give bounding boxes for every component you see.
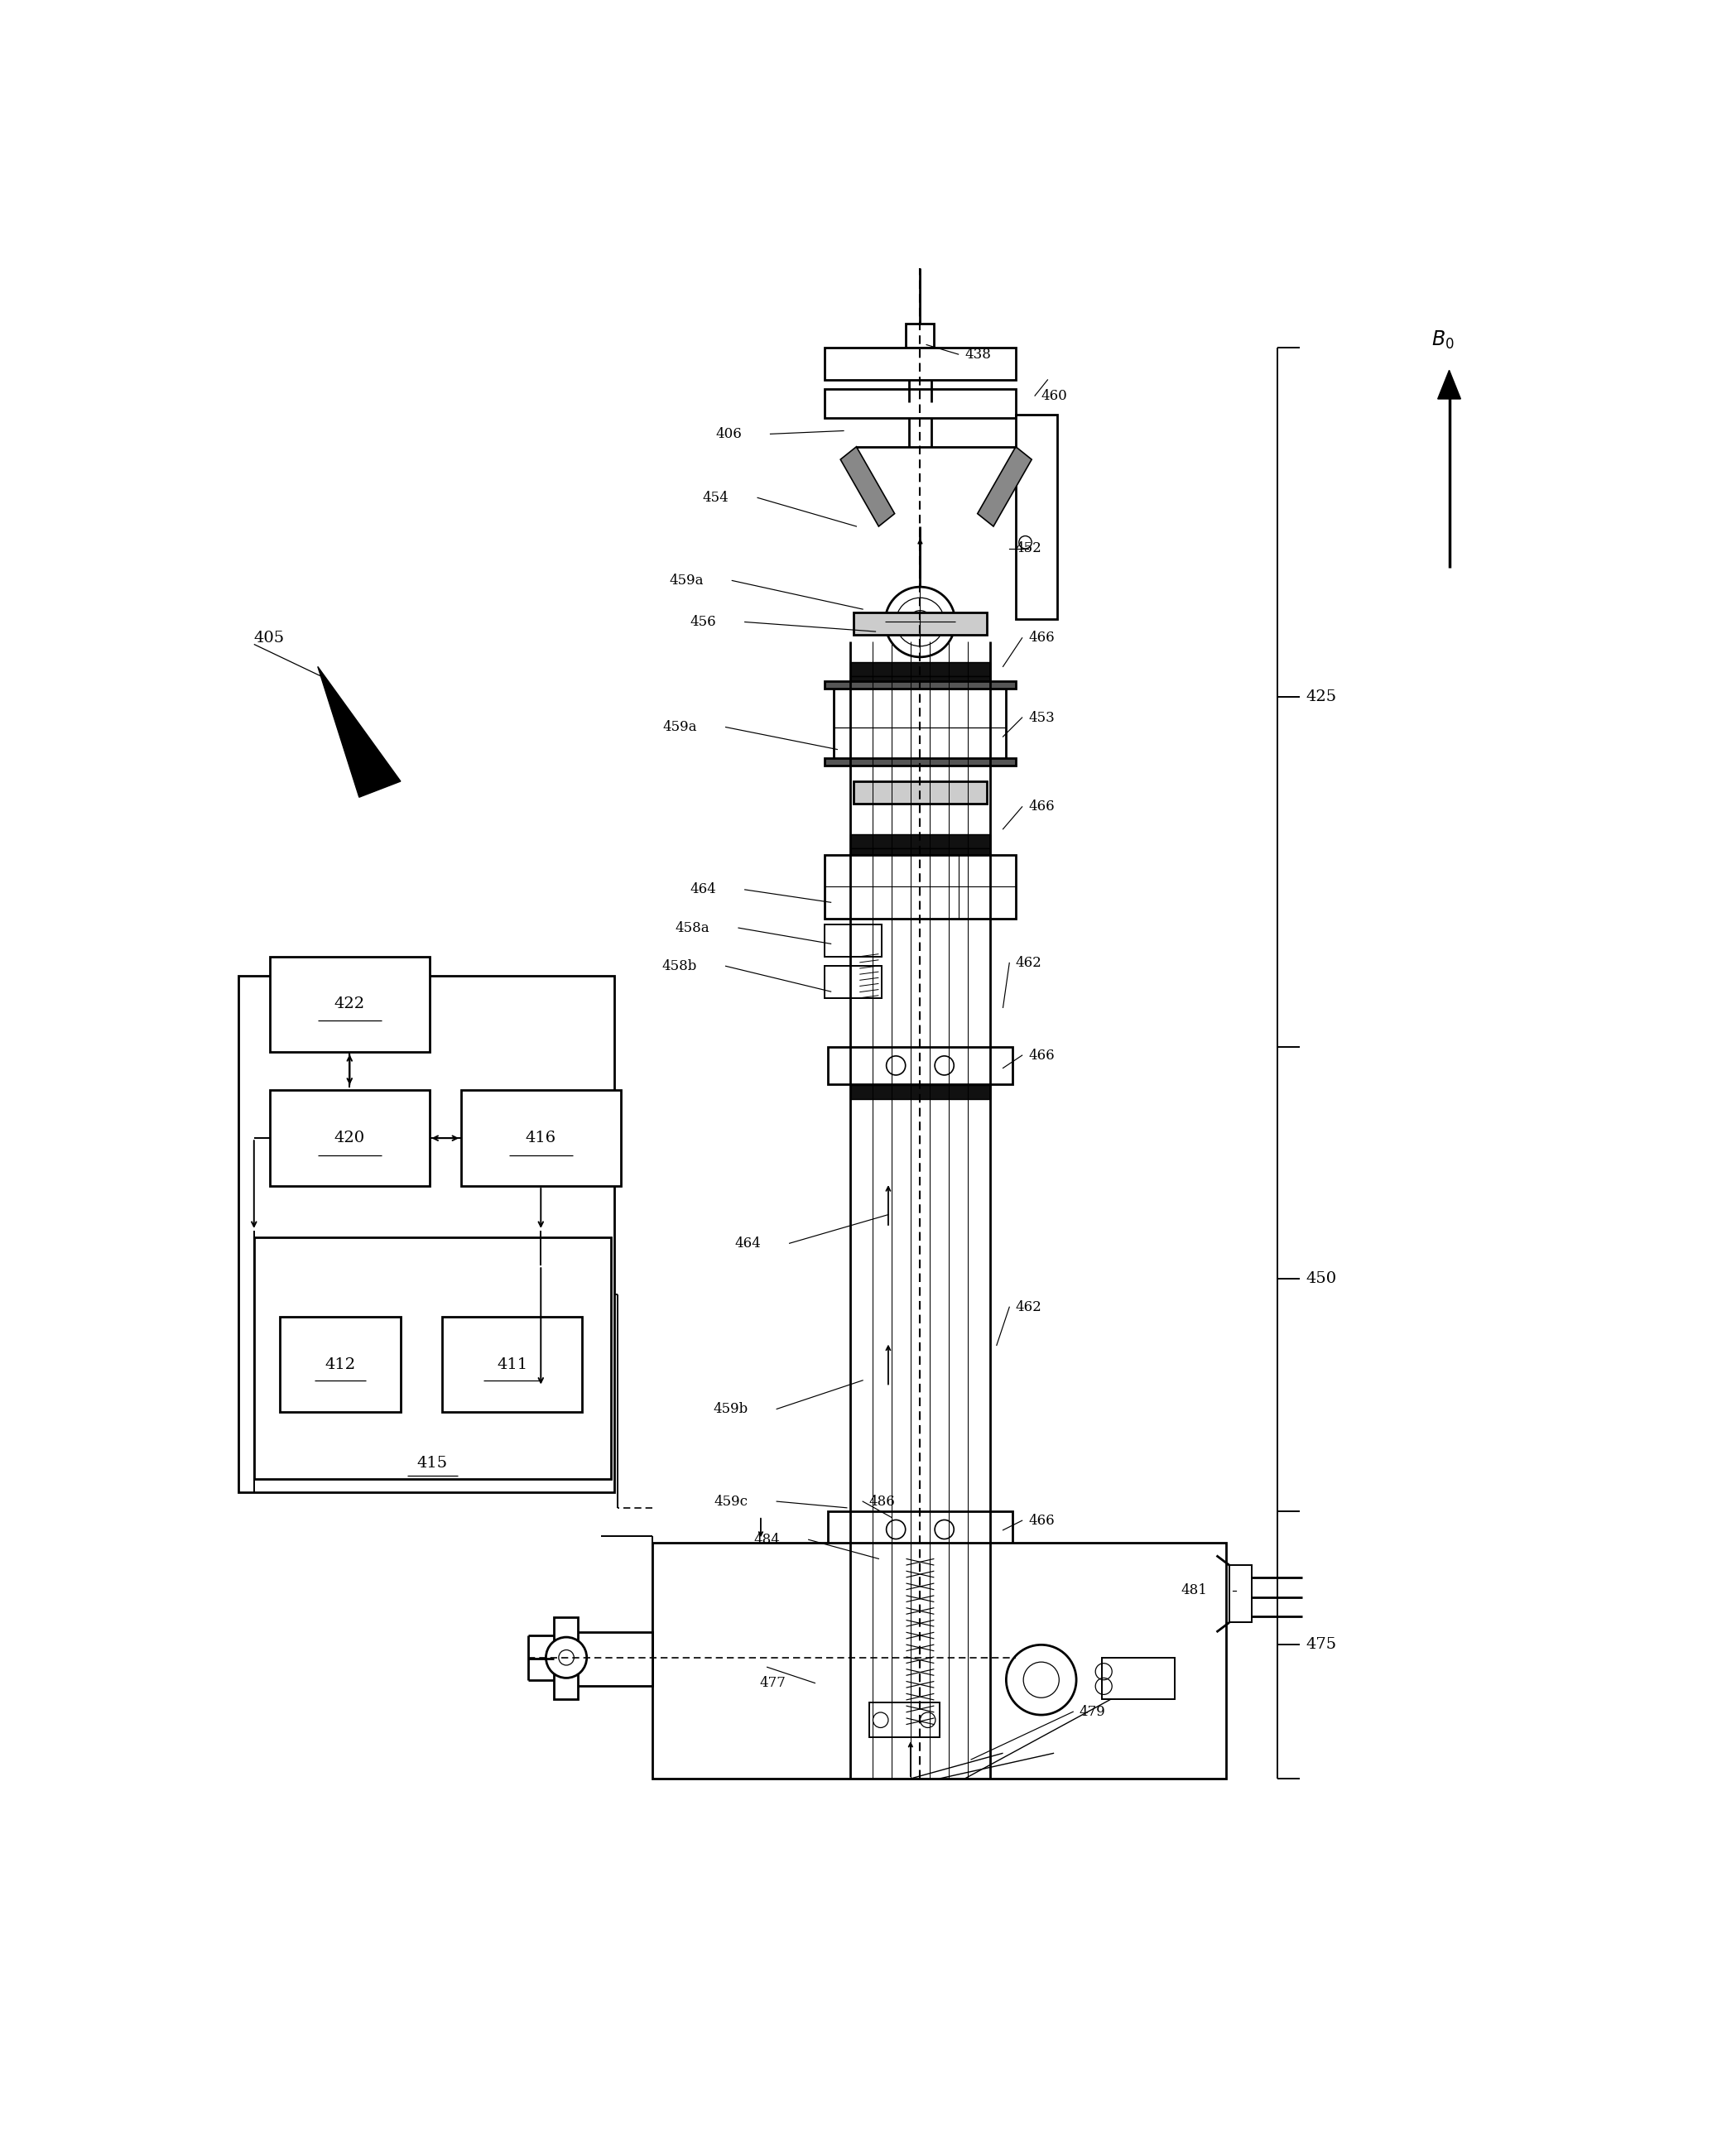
Text: 406: 406 <box>716 427 742 442</box>
Text: 459a: 459a <box>663 720 697 735</box>
Text: 412: 412 <box>325 1356 355 1371</box>
Text: 462: 462 <box>1016 955 1042 970</box>
Bar <box>824 390 1016 418</box>
Bar <box>270 1091 429 1186</box>
Text: 415: 415 <box>417 1455 448 1470</box>
Text: 454: 454 <box>702 492 730 505</box>
Bar <box>553 1617 579 1699</box>
Text: 459c: 459c <box>714 1494 749 1509</box>
Bar <box>575 1632 652 1686</box>
Bar <box>824 757 1016 765</box>
Text: 481: 481 <box>1181 1585 1207 1598</box>
Text: 466: 466 <box>1028 1514 1054 1529</box>
Text: 477: 477 <box>761 1675 786 1690</box>
Bar <box>850 677 991 690</box>
Text: 420: 420 <box>335 1130 366 1145</box>
Text: 462: 462 <box>1016 1300 1042 1315</box>
Bar <box>1229 1565 1252 1623</box>
Text: 466: 466 <box>1028 1048 1054 1063</box>
Bar <box>853 780 987 804</box>
Text: 450: 450 <box>1307 1272 1336 1287</box>
Circle shape <box>1006 1645 1077 1714</box>
Bar <box>907 323 934 347</box>
Text: 452: 452 <box>1016 541 1042 556</box>
Text: 459a: 459a <box>670 573 704 589</box>
Text: $B_0$: $B_0$ <box>1432 330 1454 351</box>
Text: 484: 484 <box>754 1533 780 1546</box>
Bar <box>1016 414 1058 619</box>
Text: 459b: 459b <box>713 1401 749 1416</box>
Text: 466: 466 <box>1028 632 1054 645</box>
Bar <box>850 1084 991 1100</box>
Text: 416: 416 <box>525 1130 556 1145</box>
Polygon shape <box>840 446 895 526</box>
Polygon shape <box>318 666 400 798</box>
Bar <box>850 847 991 862</box>
Text: 456: 456 <box>690 614 716 630</box>
Text: 405: 405 <box>254 630 285 645</box>
Bar <box>280 1317 400 1412</box>
Text: 479: 479 <box>1080 1705 1106 1718</box>
Text: 453: 453 <box>1028 711 1054 724</box>
Bar <box>853 612 987 634</box>
Text: 464: 464 <box>690 882 716 897</box>
Bar <box>850 662 991 677</box>
Text: 466: 466 <box>1028 800 1054 813</box>
Bar <box>850 1529 991 1544</box>
Bar <box>834 690 1006 759</box>
Polygon shape <box>1437 371 1461 399</box>
Text: 464: 464 <box>735 1235 761 1250</box>
Bar <box>828 1048 1013 1084</box>
Bar <box>824 854 1016 918</box>
Text: 425: 425 <box>1307 690 1336 705</box>
Bar <box>850 1072 991 1084</box>
Circle shape <box>884 586 955 658</box>
Text: 411: 411 <box>496 1356 527 1371</box>
Bar <box>850 1544 991 1557</box>
Bar <box>869 1703 939 1738</box>
Bar <box>441 1317 582 1412</box>
Bar <box>652 1544 1226 1779</box>
Bar <box>828 1511 1013 1548</box>
Text: 486: 486 <box>869 1494 895 1509</box>
Bar <box>254 1238 611 1479</box>
Text: 458b: 458b <box>663 959 697 972</box>
Bar <box>239 977 615 1492</box>
Circle shape <box>546 1636 587 1677</box>
Bar <box>824 966 883 998</box>
Text: 475: 475 <box>1307 1636 1336 1651</box>
Text: 458a: 458a <box>675 921 709 936</box>
Text: 422: 422 <box>335 996 366 1011</box>
Text: 438: 438 <box>965 347 991 362</box>
Text: 460: 460 <box>1041 388 1068 403</box>
Polygon shape <box>977 446 1032 526</box>
Bar <box>462 1091 620 1186</box>
Bar <box>824 347 1016 379</box>
Bar <box>824 925 883 957</box>
Bar <box>270 957 429 1052</box>
Bar <box>850 834 991 847</box>
Bar <box>824 681 1016 690</box>
Bar <box>1102 1658 1174 1699</box>
